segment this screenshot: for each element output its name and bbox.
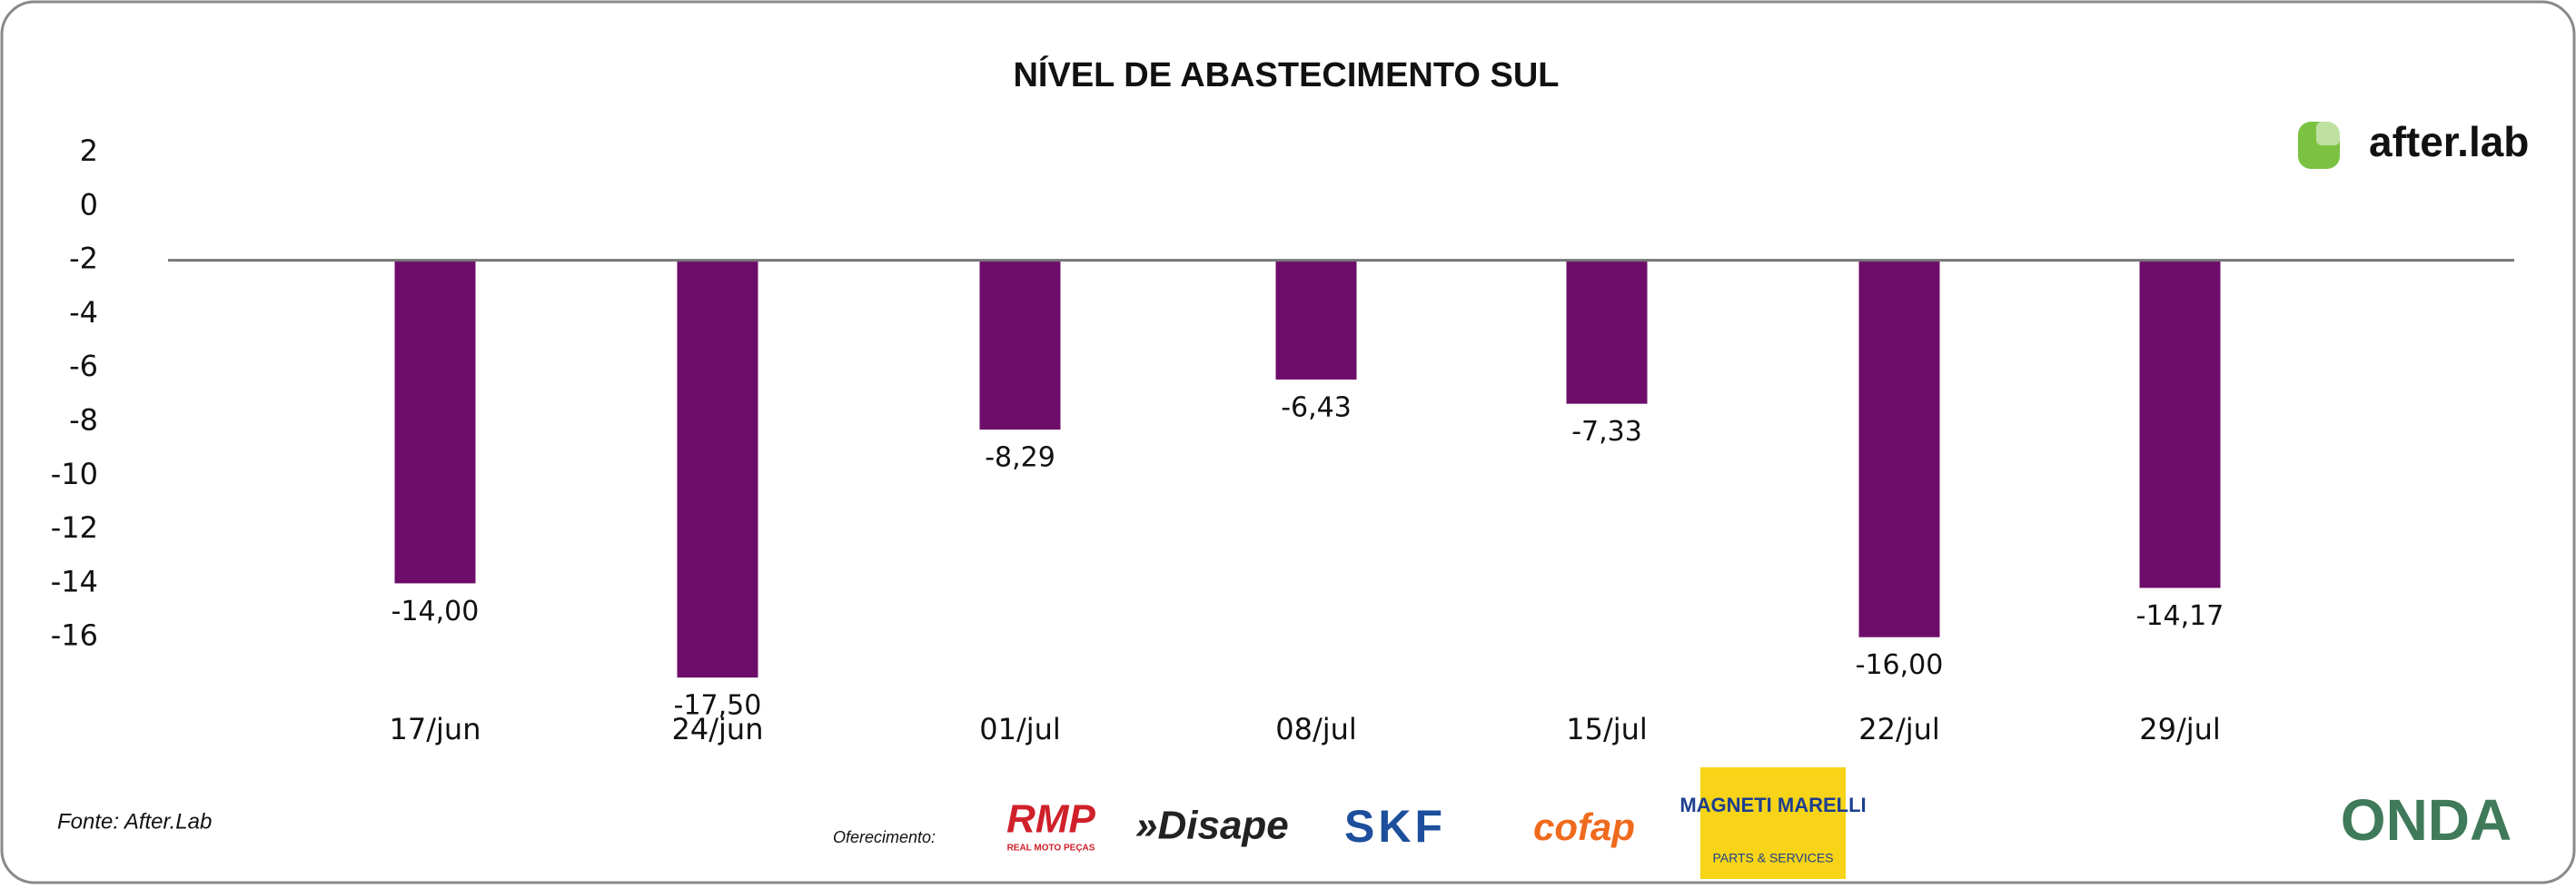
y-tick-label: -4 [69,295,98,330]
y-tick-label: -6 [69,349,98,383]
y-tick-label: 2 [80,133,98,168]
x-tick-label: 01/jul [979,712,1061,746]
value-label: -8,29 [985,442,1055,474]
x-tick-label: 29/jul [2139,712,2221,746]
brand-icon-part [2316,122,2340,145]
bar [394,260,476,584]
bar [1566,260,1648,404]
logo-magneti-box [1700,767,1846,879]
value-label: -14,00 [391,596,480,627]
x-tick-label: 17/jun [390,712,481,746]
bar [1858,260,1940,637]
y-tick-label: -2 [69,242,98,276]
value-label: -17,50 [674,690,762,722]
y-tick-label: -14 [51,564,98,598]
value-label: -6,43 [1281,391,1352,423]
y-tick-label: 0 [80,187,98,222]
value-label: -14,17 [2136,600,2224,632]
value-label: -7,33 [1571,416,1642,448]
bar [979,260,1061,430]
source: Fonte: After.Lab [57,809,212,834]
x-tick-label: 22/jul [1858,712,1940,746]
logo-cofap: cofap [1533,805,1635,848]
y-tick-label: -8 [69,403,98,438]
logo-rmp: RMP [1006,797,1095,842]
logo-disape: »Disape [1135,804,1289,848]
bar [677,260,758,678]
value-label: -16,00 [1856,649,1944,681]
x-tick-label: 08/jul [1275,712,1357,746]
sponsor-label: Oferecimento: [833,828,936,846]
x-tick-label: 24/jun [672,712,764,746]
logo-skf: SKF [1344,801,1446,852]
bar [2139,260,2221,588]
x-tick-label: 15/jul [1566,712,1648,746]
y-tick-label: -10 [51,457,98,491]
logo-rmp-sub: REAL MOTO PEÇAS [1007,844,1095,854]
y-tick-label: -16 [51,618,98,653]
y-tick-label: -12 [51,510,98,545]
bar [1275,260,1357,380]
logo-magneti-sub: PARTS & SERVICES [1712,851,1833,865]
brand-name: after.lab [2369,118,2529,165]
chart-title: NÍVEL DE ABASTECIMENTO SUL [1013,54,1559,94]
logo-magneti: MAGNETI MARELLI [1679,794,1866,816]
logo-onda: ONDA [2341,787,2512,853]
brand-logo: after.lab [2298,118,2529,169]
